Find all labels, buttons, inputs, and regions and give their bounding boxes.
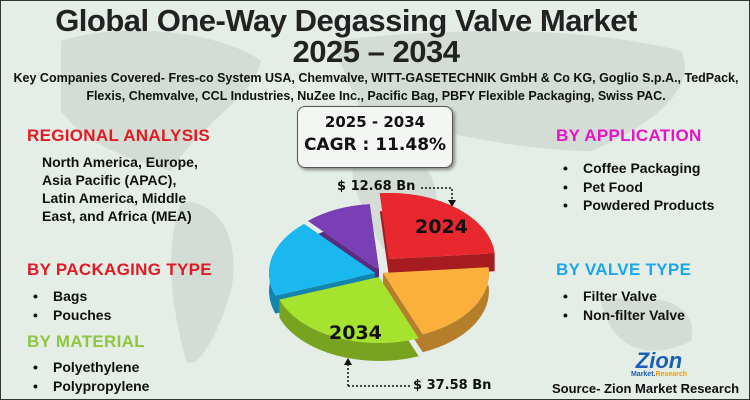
list-item: Polyethylene <box>27 358 149 377</box>
list-item: Pet Food <box>557 178 714 197</box>
slice-blue <box>269 223 375 296</box>
source-text: Source- Zion Market Research <box>552 381 740 396</box>
label-2024: 2024 <box>415 216 468 238</box>
list-item: Pouches <box>27 306 111 325</box>
list-item: Polypropylene <box>27 377 149 396</box>
cagr-period: 2025 - 2034 <box>324 113 426 131</box>
value-2024: $ 12.68 Bn <box>337 179 416 194</box>
title-line-2: 2025 – 2034 <box>292 34 460 69</box>
slice-orange <box>383 267 490 335</box>
packaging-type-heading: BY PACKAGING TYPE <box>27 260 212 279</box>
regional-analysis-heading: REGIONAL ANALYSIS <box>27 126 211 145</box>
logo-sub2: Research <box>655 371 688 378</box>
packaging-type-list: Bags Pouches <box>27 287 111 324</box>
valve-type-list: Filter Valve Non-filter Valve <box>557 287 685 324</box>
material-list: Polyethylene Polypropylene <box>27 358 149 395</box>
value-2034: $ 37.58 Bn <box>413 378 492 393</box>
cagr-value: CAGR : 11.48% <box>303 135 447 155</box>
title-line-1: Global One-Way Degassing Valve Market <box>55 3 637 38</box>
material-heading: BY MATERIAL <box>27 332 145 351</box>
application-list: Coffee Packaging Pet Food Powdered Produ… <box>557 159 714 215</box>
application-heading: BY APPLICATION <box>556 126 702 145</box>
valve-type-heading: BY VALVE TYPE <box>556 260 692 279</box>
list-item: Bags <box>27 287 111 306</box>
arrow-2034-line <box>347 363 411 387</box>
cagr-box: 2025 - 2034 CAGR : 11.48% <box>297 106 453 168</box>
slice-2024-red <box>379 192 495 259</box>
slice-purple <box>308 204 379 270</box>
regional-analysis-text: North America, Europe, Asia Pacific (APA… <box>42 154 198 224</box>
label-2034: 2034 <box>329 322 382 344</box>
arrow-2034-head <box>344 358 352 365</box>
arrow-2024-head <box>448 200 456 207</box>
list-item: Coffee Packaging <box>557 159 714 178</box>
logo-subtitle: Market.Research <box>619 371 699 378</box>
logo-brand: Zion <box>635 348 683 373</box>
zion-logo: Zion Market.Research <box>619 348 699 379</box>
list-item: Powdered Products <box>557 196 714 215</box>
list-item: Non-filter Valve <box>557 306 685 325</box>
key-companies: Key Companies Covered- Fres-co System US… <box>13 71 739 103</box>
logo-sub1: Market. <box>630 371 656 378</box>
list-item: Filter Valve <box>557 287 685 306</box>
slice-2034-green <box>279 277 419 343</box>
